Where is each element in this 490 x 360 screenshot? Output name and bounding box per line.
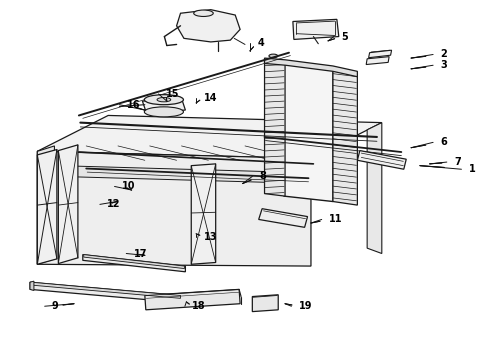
- Polygon shape: [84, 255, 184, 269]
- Text: 4: 4: [257, 38, 264, 48]
- Polygon shape: [37, 146, 54, 264]
- Polygon shape: [284, 62, 333, 202]
- Polygon shape: [143, 98, 185, 113]
- Text: 17: 17: [134, 248, 147, 258]
- Polygon shape: [176, 10, 240, 42]
- Text: 2: 2: [441, 49, 447, 59]
- Text: 3: 3: [441, 60, 447, 70]
- Polygon shape: [30, 282, 180, 303]
- Polygon shape: [333, 67, 357, 205]
- Text: 15: 15: [166, 89, 179, 99]
- Text: 12: 12: [107, 199, 121, 210]
- Polygon shape: [367, 123, 382, 253]
- Ellipse shape: [145, 107, 183, 117]
- Polygon shape: [31, 282, 180, 298]
- Ellipse shape: [157, 98, 171, 102]
- Polygon shape: [366, 57, 389, 64]
- Text: 6: 6: [441, 138, 447, 147]
- Text: 1: 1: [469, 164, 475, 174]
- Polygon shape: [191, 164, 216, 264]
- Text: 8: 8: [260, 171, 267, 181]
- Polygon shape: [357, 150, 406, 169]
- Polygon shape: [145, 289, 240, 310]
- Polygon shape: [37, 151, 311, 266]
- Ellipse shape: [194, 10, 213, 17]
- Polygon shape: [59, 166, 311, 184]
- Text: 11: 11: [329, 215, 343, 224]
- Polygon shape: [30, 281, 34, 291]
- Polygon shape: [259, 209, 308, 227]
- Polygon shape: [37, 116, 382, 158]
- Text: 9: 9: [52, 301, 59, 311]
- Text: 14: 14: [203, 93, 217, 103]
- Text: 13: 13: [203, 232, 217, 242]
- Text: 10: 10: [122, 181, 135, 192]
- Text: 5: 5: [341, 32, 348, 41]
- Text: 18: 18: [192, 301, 206, 311]
- Polygon shape: [265, 58, 357, 77]
- Polygon shape: [265, 59, 285, 196]
- Polygon shape: [58, 145, 78, 264]
- Ellipse shape: [269, 54, 278, 58]
- Text: 7: 7: [454, 157, 461, 167]
- Text: 16: 16: [127, 100, 140, 110]
- Polygon shape: [368, 50, 392, 58]
- Polygon shape: [37, 149, 57, 264]
- Ellipse shape: [145, 95, 183, 105]
- Text: 19: 19: [299, 301, 312, 311]
- Polygon shape: [252, 295, 278, 312]
- Polygon shape: [83, 255, 185, 272]
- Polygon shape: [293, 19, 339, 40]
